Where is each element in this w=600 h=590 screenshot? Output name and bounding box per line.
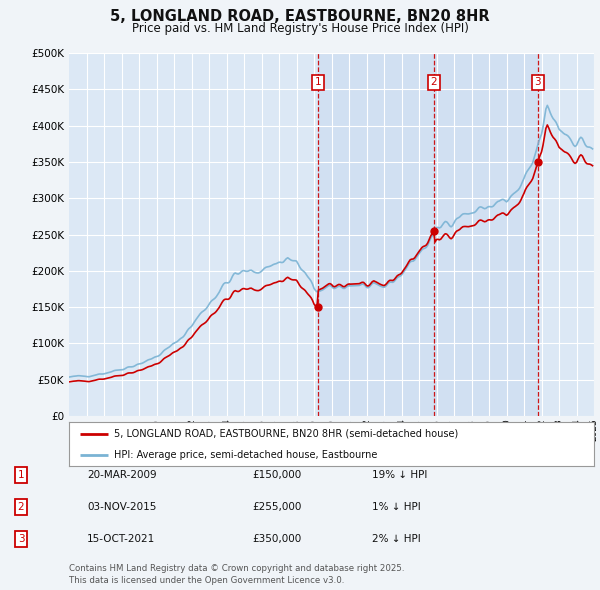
Text: 20-MAR-2009: 20-MAR-2009: [87, 470, 157, 480]
Text: 3: 3: [535, 77, 541, 87]
Text: 2: 2: [17, 502, 25, 512]
Text: HPI: Average price, semi-detached house, Eastbourne: HPI: Average price, semi-detached house,…: [113, 451, 377, 460]
Text: £255,000: £255,000: [252, 502, 301, 512]
Text: 1: 1: [314, 77, 321, 87]
Text: £150,000: £150,000: [252, 470, 301, 480]
Text: 1% ↓ HPI: 1% ↓ HPI: [372, 502, 421, 512]
Text: 3: 3: [17, 534, 25, 543]
Text: Contains HM Land Registry data © Crown copyright and database right 2025.
This d: Contains HM Land Registry data © Crown c…: [69, 565, 404, 585]
Text: 2: 2: [430, 77, 437, 87]
Text: £350,000: £350,000: [252, 534, 301, 543]
Text: 1: 1: [17, 470, 25, 480]
Text: 5, LONGLAND ROAD, EASTBOURNE, BN20 8HR (semi-detached house): 5, LONGLAND ROAD, EASTBOURNE, BN20 8HR (…: [113, 429, 458, 439]
Text: Price paid vs. HM Land Registry's House Price Index (HPI): Price paid vs. HM Land Registry's House …: [131, 22, 469, 35]
Text: 15-OCT-2021: 15-OCT-2021: [87, 534, 155, 543]
Bar: [434, 53, 538, 416]
Text: 2% ↓ HPI: 2% ↓ HPI: [372, 534, 421, 543]
Text: 03-NOV-2015: 03-NOV-2015: [87, 502, 157, 512]
Text: 19% ↓ HPI: 19% ↓ HPI: [372, 470, 427, 480]
Bar: [318, 53, 434, 416]
Text: 5, LONGLAND ROAD, EASTBOURNE, BN20 8HR: 5, LONGLAND ROAD, EASTBOURNE, BN20 8HR: [110, 9, 490, 24]
